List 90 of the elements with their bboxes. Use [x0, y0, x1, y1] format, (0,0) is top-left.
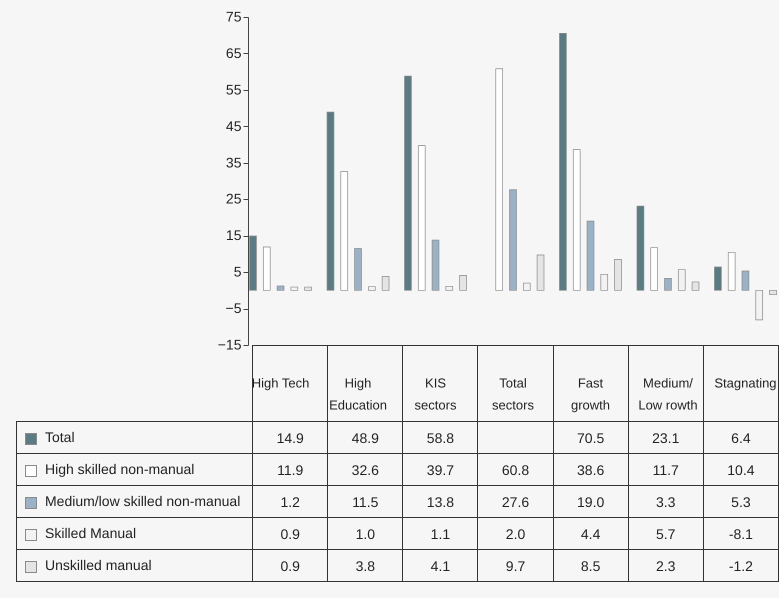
y-tick-label: −5	[226, 300, 242, 316]
bar	[742, 270, 750, 291]
data-label: 1.1	[402, 518, 478, 550]
data-label: 11.9	[252, 454, 328, 486]
bar	[304, 286, 312, 291]
data-label: 13.8	[402, 486, 478, 518]
bar	[509, 189, 517, 291]
x-tick-label: Medium/ Low rowth	[638, 376, 698, 412]
y-tick-label: 65	[226, 44, 242, 61]
data-label: 60.8	[478, 454, 554, 486]
legend-label: Medium/low skilled non-manual	[16, 486, 253, 518]
data-label: 70.5	[553, 422, 628, 454]
bar	[769, 290, 777, 296]
bar	[536, 254, 544, 291]
data-label: 4.4	[553, 518, 628, 550]
data-label: 2.0	[478, 518, 554, 550]
x-tick-label: Stagnating	[714, 376, 777, 390]
y-tick-label: 25	[226, 190, 242, 207]
data-label: -1.2	[703, 550, 778, 582]
data-label: 11.7	[628, 454, 704, 486]
data-label: 0.9	[252, 550, 328, 582]
bar	[614, 259, 622, 291]
legend-label: Skilled Manual	[16, 518, 253, 550]
data-label: 2.3	[628, 550, 704, 582]
bar	[326, 112, 334, 291]
data-label: 5.3	[703, 486, 778, 518]
data-label: 10.4	[703, 454, 778, 486]
data-label: 48.9	[328, 422, 403, 454]
x-tick-label: Fast growth	[570, 376, 610, 412]
data-label: 0.9	[252, 518, 328, 550]
data-label: 3.3	[628, 486, 704, 518]
bar	[572, 149, 581, 291]
data-label: 38.6	[553, 454, 628, 486]
bar	[636, 206, 644, 291]
bar	[664, 278, 672, 291]
bar	[678, 269, 686, 291]
bar	[354, 248, 362, 291]
x-tick-label: High Education	[329, 376, 387, 412]
bar	[404, 76, 412, 291]
data-label: 3.8	[328, 550, 403, 582]
bar	[290, 286, 298, 291]
bar	[600, 274, 608, 291]
x-tick-label: KIS sectors	[414, 376, 457, 412]
y-tick-label: 5	[234, 264, 242, 280]
data-label: 58.8	[402, 422, 478, 454]
bar	[586, 220, 594, 291]
data-label: 8.5	[553, 550, 628, 582]
bar	[249, 236, 257, 291]
y-tick-label: 55	[226, 81, 242, 98]
bar	[340, 171, 348, 291]
y-tick-label: −15	[218, 336, 242, 352]
y-tick-label: 75	[226, 8, 242, 24]
data-label: -8.1	[703, 518, 778, 550]
bar	[495, 68, 504, 291]
bar	[459, 275, 467, 291]
x-tick-label: High Tech	[252, 376, 310, 390]
data-label: 1.0	[328, 518, 403, 550]
bar	[418, 145, 426, 291]
bar	[692, 282, 700, 291]
bar	[559, 33, 567, 291]
data-label: 1.2	[252, 486, 328, 518]
legend-label: Unskilled manual	[16, 550, 253, 582]
bar	[755, 290, 764, 320]
legend-label: High skilled non-manual	[16, 454, 253, 486]
bar	[276, 286, 284, 291]
data-label: 27.6	[478, 486, 554, 518]
data-label: 14.9	[252, 422, 328, 454]
data-label: 23.1	[628, 422, 704, 454]
data-label: 11.5	[328, 486, 403, 518]
data-label: 32.6	[328, 454, 403, 486]
data-label: 5.7	[628, 518, 704, 550]
data-label: 6.4	[703, 422, 778, 454]
data-label: 19.0	[553, 486, 628, 518]
legend-label: Total	[16, 422, 253, 454]
x-tick-label: Total sectors	[492, 376, 534, 412]
bar	[382, 276, 390, 291]
data-label: 9.7	[478, 550, 554, 582]
bar	[522, 282, 531, 291]
bar	[432, 240, 440, 291]
bar	[445, 286, 454, 291]
data-label: 4.1	[402, 550, 478, 582]
y-tick-label: 45	[226, 118, 242, 134]
bar	[368, 286, 376, 291]
bar	[650, 247, 658, 291]
bar	[262, 246, 271, 291]
bar	[728, 252, 736, 291]
data-label: 39.7	[402, 454, 478, 486]
y-tick-label: 35	[226, 154, 242, 170]
y-tick-label: 15	[226, 227, 242, 244]
bar	[714, 266, 722, 291]
